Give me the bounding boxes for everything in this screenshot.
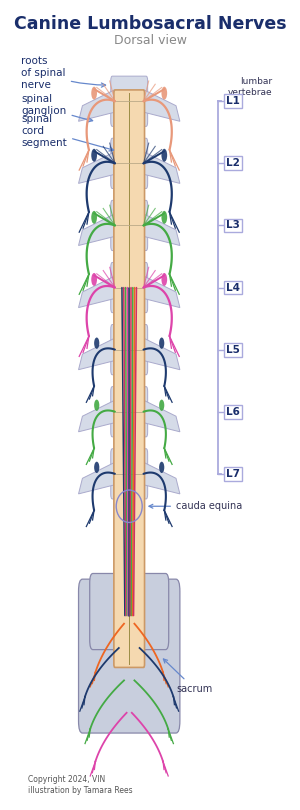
FancyBboxPatch shape	[111, 325, 148, 375]
Ellipse shape	[91, 149, 97, 162]
Text: lumbar
vertebrae: lumbar vertebrae	[227, 77, 272, 97]
Text: L1: L1	[226, 96, 240, 106]
Polygon shape	[79, 401, 114, 432]
FancyBboxPatch shape	[111, 76, 148, 126]
Polygon shape	[144, 401, 180, 432]
Ellipse shape	[91, 87, 97, 100]
Polygon shape	[144, 276, 180, 308]
Polygon shape	[79, 152, 114, 183]
FancyBboxPatch shape	[111, 139, 148, 189]
FancyBboxPatch shape	[111, 262, 148, 313]
Polygon shape	[79, 276, 114, 308]
Text: Copyright 2024, VIN
illustration by Tamara Rees: Copyright 2024, VIN illustration by Tama…	[28, 774, 133, 795]
Text: spinal
ganglion: spinal ganglion	[21, 94, 93, 122]
Polygon shape	[144, 152, 180, 183]
Ellipse shape	[159, 338, 164, 349]
Text: L2: L2	[226, 158, 240, 168]
Ellipse shape	[91, 273, 97, 286]
Ellipse shape	[91, 211, 97, 224]
Ellipse shape	[161, 273, 167, 286]
Text: spinal
cord
segment: spinal cord segment	[21, 114, 113, 151]
FancyBboxPatch shape	[90, 573, 169, 650]
FancyBboxPatch shape	[111, 449, 148, 499]
Ellipse shape	[161, 87, 167, 100]
Polygon shape	[79, 90, 114, 121]
FancyBboxPatch shape	[111, 386, 148, 437]
Polygon shape	[144, 90, 180, 121]
Text: Dorsal view: Dorsal view	[113, 34, 187, 47]
Ellipse shape	[159, 462, 164, 473]
Text: L6: L6	[226, 407, 240, 417]
Ellipse shape	[94, 399, 99, 411]
Text: L3: L3	[226, 220, 240, 231]
Text: sacrum: sacrum	[164, 659, 212, 693]
Text: cauda equina: cauda equina	[149, 501, 242, 511]
FancyBboxPatch shape	[79, 579, 180, 733]
Polygon shape	[144, 215, 180, 245]
Ellipse shape	[94, 338, 99, 349]
FancyBboxPatch shape	[114, 90, 145, 667]
Text: L5: L5	[226, 344, 240, 355]
Ellipse shape	[159, 399, 164, 411]
Text: Canine Lumbosacral Nerves: Canine Lumbosacral Nerves	[14, 15, 286, 32]
Polygon shape	[144, 339, 180, 369]
Text: L7: L7	[226, 469, 240, 479]
Text: roots
of spinal
nerve: roots of spinal nerve	[21, 56, 106, 90]
Polygon shape	[144, 463, 180, 494]
Polygon shape	[79, 463, 114, 494]
FancyBboxPatch shape	[111, 200, 148, 250]
Ellipse shape	[94, 462, 99, 473]
Text: L4: L4	[226, 283, 240, 292]
Polygon shape	[79, 215, 114, 245]
Polygon shape	[79, 339, 114, 369]
Ellipse shape	[161, 211, 167, 224]
Ellipse shape	[161, 149, 167, 162]
